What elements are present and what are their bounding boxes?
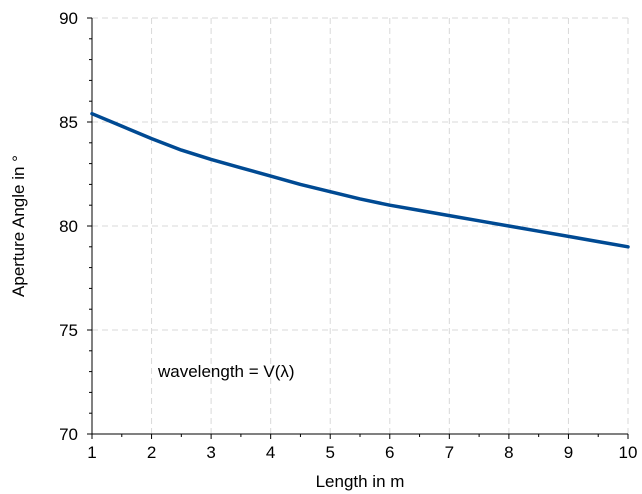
x-tick-label: 8: [504, 443, 513, 462]
x-tick-label: 7: [445, 443, 454, 462]
axes: [87, 17, 629, 439]
y-tick-label: 85: [59, 113, 78, 132]
y-tick-label: 80: [59, 217, 78, 236]
y-tick-label: 70: [59, 425, 78, 444]
x-axis-label: Length in m: [316, 472, 405, 491]
series-line: [90, 111, 630, 249]
x-tick-label: 6: [385, 443, 394, 462]
x-tick-label: 1: [87, 443, 96, 462]
x-tick-label: 2: [147, 443, 156, 462]
tick-labels: 1 2 3 4 5 6 7 8 9 10 70 75 80 85 90: [59, 9, 637, 462]
x-tick-label: 5: [325, 443, 334, 462]
x-tick-label: 3: [206, 443, 215, 462]
y-tick-label: 75: [59, 321, 78, 340]
x-tick-label: 9: [564, 443, 573, 462]
x-tick-label: 10: [619, 443, 638, 462]
x-tick-label: 4: [266, 443, 275, 462]
y-tick-label: 90: [59, 9, 78, 28]
series: [90, 111, 630, 249]
wavelength-annotation: wavelength = V(λ): [157, 362, 295, 381]
y-axis-label: Aperture Angle in °: [9, 155, 28, 297]
